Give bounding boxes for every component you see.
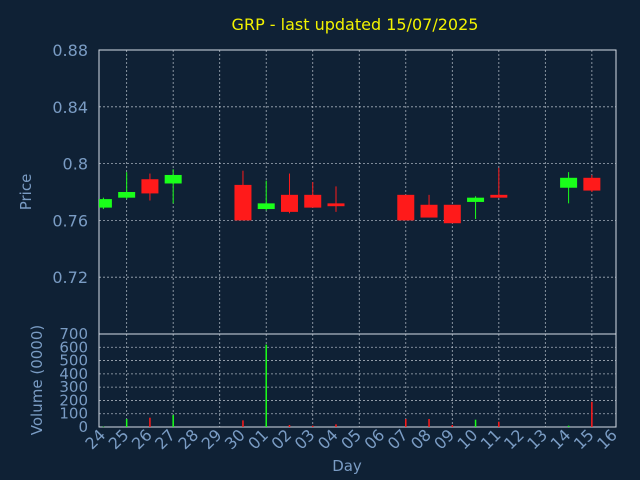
volume-bar: [335, 424, 337, 427]
price-y-tick-label: 0.8: [63, 155, 88, 174]
price-y-axis: 0.88 0.84 0.8 0.76 0.72: [52, 41, 88, 287]
candle-body: [118, 192, 136, 198]
price-gridlines: [99, 49, 616, 334]
x-axis: 2425262728293001020304050607080910111213…: [81, 425, 621, 453]
volume-panel-frame: [98, 333, 617, 428]
chart-title: GRP - last updated 15/07/2025: [232, 15, 479, 34]
price-panel-frame: [98, 49, 617, 335]
volume-bar: [567, 425, 570, 427]
candle-body: [420, 204, 438, 218]
candle-body: [490, 194, 508, 198]
candle-body: [304, 194, 322, 208]
volume-bar: [591, 401, 593, 427]
price-y-tick-label: 0.72: [52, 268, 88, 287]
volume-gridlines: [99, 333, 616, 428]
volume-bar: [311, 425, 314, 427]
candle-body: [164, 174, 182, 184]
volume-y-tick-label: 700: [59, 325, 88, 343]
candle-body: [560, 177, 578, 188]
volume-y-tick-label: 0: [78, 418, 88, 436]
candle-body: [257, 203, 275, 210]
candle-body: [141, 179, 159, 194]
volume-bar: [451, 425, 454, 427]
candle-body: [467, 197, 485, 202]
candle-body: [397, 194, 415, 221]
volume-y-tick-label: 400: [59, 365, 88, 383]
volume-bar: [405, 419, 407, 427]
candle-body: [327, 203, 345, 207]
candles: [99, 167, 601, 224]
x-axis-label: Day: [332, 457, 362, 475]
volume-bar: [498, 421, 500, 427]
volume-y-tick-label: 200: [59, 391, 88, 409]
price-y-tick-label: 0.84: [52, 98, 88, 117]
volume-y-tick-label: 100: [59, 405, 88, 423]
candle-body: [99, 199, 112, 208]
price-y-axis-label: Price: [17, 174, 35, 211]
candle-body: [234, 184, 252, 221]
candle-body: [443, 204, 461, 224]
x-tick-label: 16: [593, 425, 621, 453]
volume-y-axis-label: Volume (0000): [28, 325, 46, 435]
candle-body: [280, 194, 298, 212]
volume-bar: [172, 415, 174, 427]
volume-bar: [428, 419, 430, 427]
volume-y-tick-label: 500: [59, 352, 88, 370]
volume-bar: [474, 419, 477, 427]
volume-bar: [149, 417, 151, 427]
volume-bar: [288, 425, 291, 427]
volume-y-tick-label: 300: [59, 378, 88, 396]
volume-bar: [102, 426, 105, 428]
price-y-tick-label: 0.76: [52, 211, 88, 230]
volume-bars: [102, 344, 593, 428]
volume-bar: [242, 420, 244, 427]
volume-y-tick-label: 600: [59, 338, 88, 356]
candle-body: [583, 177, 601, 191]
price-y-tick-label: 0.88: [52, 41, 88, 60]
volume-bar: [125, 419, 128, 427]
volume-bar: [265, 344, 267, 427]
